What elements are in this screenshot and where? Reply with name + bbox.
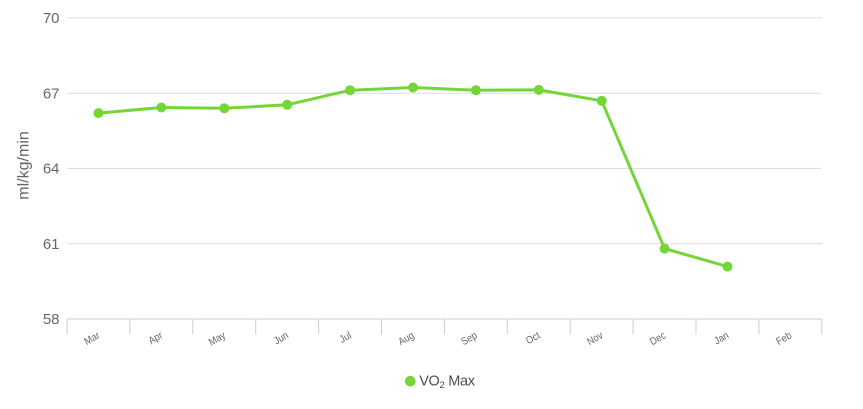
svg-text:67: 67	[43, 86, 60, 103]
svg-text:Sep: Sep	[459, 330, 479, 349]
svg-text:Dec: Dec	[648, 330, 668, 348]
svg-text:ml/kg/min: ml/kg/min	[15, 131, 32, 199]
svg-text:Jun: Jun	[272, 330, 291, 348]
svg-text:May: May	[207, 330, 228, 349]
svg-text:70: 70	[43, 10, 60, 27]
svg-text:Aug: Aug	[397, 330, 417, 348]
svg-text:Nov: Nov	[585, 330, 605, 348]
svg-text:Feb: Feb	[774, 330, 794, 348]
svg-text:Mar: Mar	[82, 330, 102, 348]
svg-text:Jan: Jan	[712, 330, 731, 348]
svg-text:Apr: Apr	[147, 330, 166, 348]
svg-text:61: 61	[43, 236, 60, 253]
svg-text:64: 64	[43, 161, 60, 178]
svg-text:Jul: Jul	[338, 330, 354, 346]
svg-text:VO2 Max: VO2 Max	[419, 374, 476, 391]
svg-text:58: 58	[43, 311, 60, 328]
svg-text:Oct: Oct	[524, 330, 542, 347]
